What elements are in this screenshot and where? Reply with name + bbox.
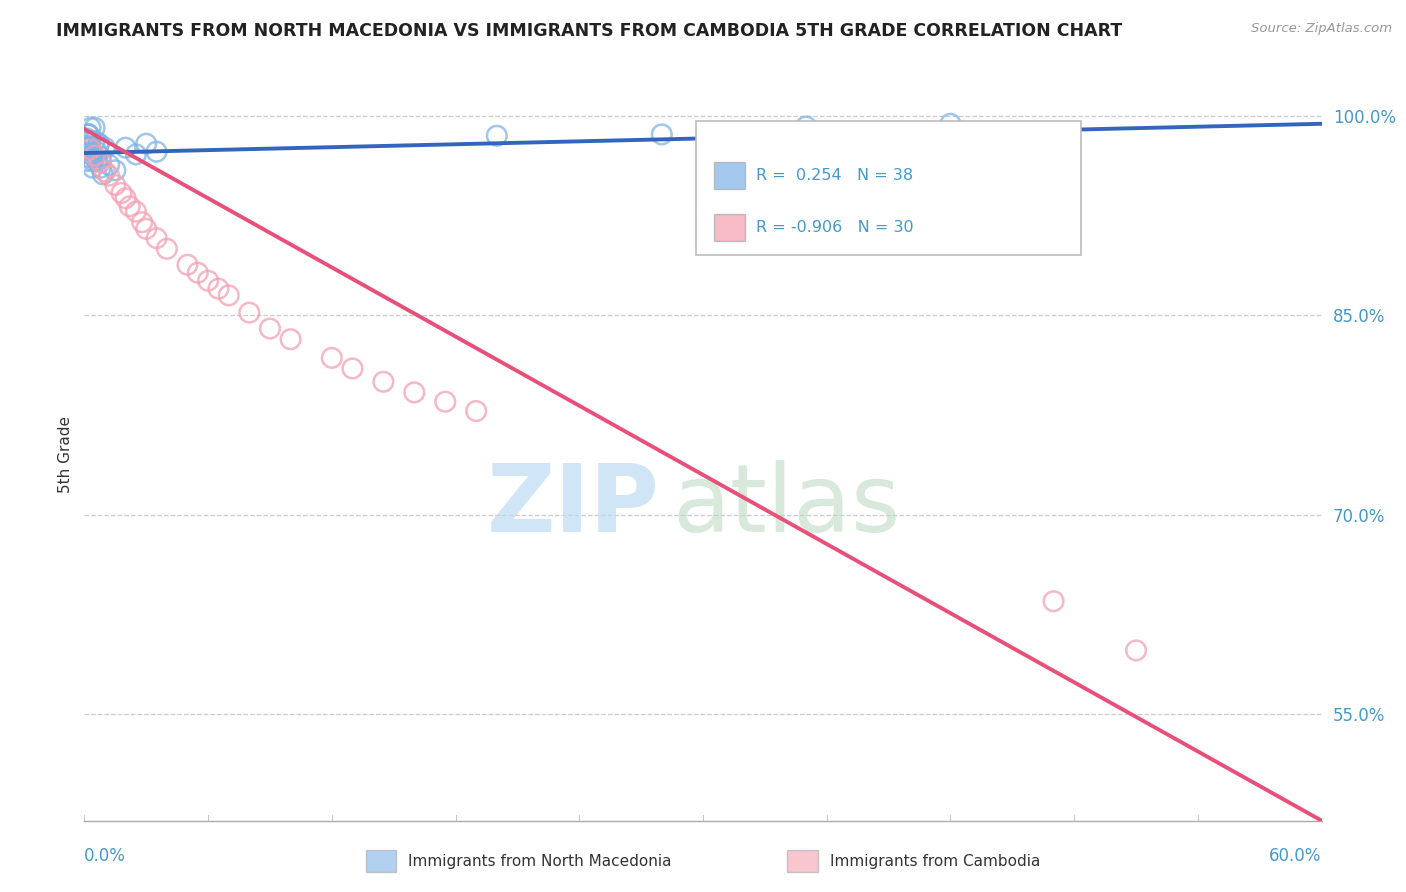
Point — [90, 150, 112, 164]
Text: 0.0%: 0.0% — [84, 847, 127, 865]
Point — [86, 145, 108, 159]
Point — [104, 163, 127, 178]
Point — [79, 134, 101, 148]
Point — [207, 282, 229, 296]
Point — [434, 394, 457, 409]
Point — [187, 266, 209, 280]
Point — [79, 147, 101, 161]
Point — [135, 136, 157, 151]
Point — [135, 222, 157, 236]
Text: Immigrants from Cambodia: Immigrants from Cambodia — [830, 855, 1040, 869]
Point — [939, 117, 962, 131]
Point — [77, 134, 100, 148]
Point — [125, 147, 148, 161]
Point — [82, 154, 104, 169]
Text: Immigrants from North Macedonia: Immigrants from North Macedonia — [408, 855, 671, 869]
Point — [83, 134, 105, 148]
Point — [98, 158, 121, 172]
Point — [259, 321, 281, 335]
Point — [114, 191, 136, 205]
Point — [79, 145, 101, 159]
Point — [485, 128, 508, 143]
Point — [794, 120, 817, 134]
Point — [238, 305, 260, 319]
Point — [91, 167, 114, 181]
Point — [197, 274, 219, 288]
Point — [75, 141, 97, 155]
Point — [176, 258, 198, 272]
Point — [83, 120, 105, 135]
Point — [280, 332, 302, 346]
Point — [94, 164, 117, 178]
Point — [651, 128, 673, 142]
Text: R = -0.906   N = 30: R = -0.906 N = 30 — [756, 220, 914, 235]
Point — [82, 147, 104, 161]
Point — [75, 131, 97, 145]
Point — [77, 128, 100, 142]
Point — [373, 375, 395, 389]
Point — [125, 204, 148, 219]
Point — [118, 199, 141, 213]
Point — [104, 178, 127, 192]
Point — [90, 155, 112, 169]
Point — [1125, 643, 1147, 657]
Point — [156, 242, 179, 256]
Text: ZIP: ZIP — [486, 460, 659, 552]
Point — [94, 141, 117, 155]
Point — [75, 154, 97, 169]
Point — [145, 145, 167, 159]
Point — [82, 161, 104, 175]
Point — [87, 136, 110, 151]
Point — [342, 361, 364, 376]
Point — [79, 141, 101, 155]
Point — [77, 128, 100, 142]
Point — [87, 136, 110, 151]
Point — [1042, 594, 1064, 608]
Point — [321, 351, 343, 365]
Y-axis label: 5th Grade: 5th Grade — [58, 417, 73, 493]
Point — [79, 142, 101, 156]
Point — [79, 120, 101, 135]
Text: Source: ZipAtlas.com: Source: ZipAtlas.com — [1251, 22, 1392, 36]
Point — [465, 404, 488, 418]
Point — [114, 141, 136, 155]
Text: IMMIGRANTS FROM NORTH MACEDONIA VS IMMIGRANTS FROM CAMBODIA 5TH GRADE CORRELATIO: IMMIGRANTS FROM NORTH MACEDONIA VS IMMIG… — [56, 22, 1122, 40]
Point — [86, 154, 108, 169]
Point — [131, 215, 153, 229]
Point — [77, 150, 100, 164]
Text: 60.0%: 60.0% — [1270, 847, 1322, 865]
Point — [77, 128, 100, 142]
Point — [98, 169, 121, 183]
Point — [404, 385, 426, 400]
Point — [90, 161, 112, 175]
Text: R =  0.254   N = 38: R = 0.254 N = 38 — [756, 168, 914, 183]
Text: atlas: atlas — [672, 460, 900, 552]
Point — [83, 149, 105, 163]
Point — [145, 231, 167, 245]
Point — [218, 288, 240, 302]
Point — [75, 141, 97, 155]
Point — [110, 186, 132, 200]
Point — [83, 150, 105, 164]
